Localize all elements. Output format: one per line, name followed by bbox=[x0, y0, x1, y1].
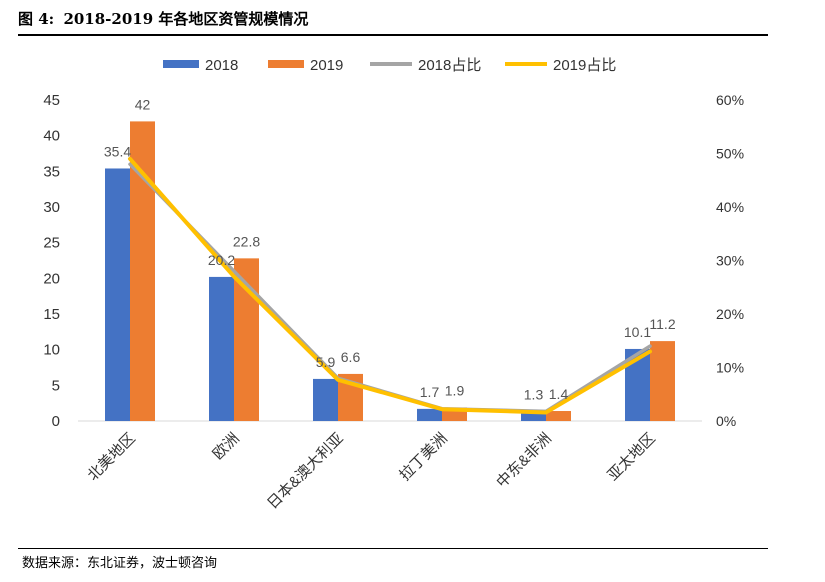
data-label-2018-4: 1.3 bbox=[524, 387, 544, 403]
y-tick-label: 45 bbox=[43, 92, 60, 109]
bar-2018-1 bbox=[209, 276, 234, 421]
y2-tick-label: 10% bbox=[716, 360, 744, 376]
x-tick-label: 欧洲 bbox=[210, 430, 243, 463]
line-2018占比 bbox=[128, 162, 652, 414]
figure-label: 图 4: bbox=[18, 10, 55, 28]
data-label-2019-3: 1.9 bbox=[445, 382, 465, 398]
y-tick-label: 35 bbox=[43, 163, 60, 180]
y-tick-label: 10 bbox=[43, 342, 60, 359]
top-rule bbox=[18, 34, 768, 36]
figure-title: 图 4: 2018-2019 年各地区资管规模情况 bbox=[18, 8, 312, 29]
data-label-2018-2: 5.9 bbox=[316, 354, 336, 370]
legend-label-2019占比: 2019占比 bbox=[553, 57, 616, 74]
bar-2018-4 bbox=[521, 411, 546, 421]
y2-tick-label: 0% bbox=[716, 413, 736, 429]
y-tick-label: 0 bbox=[52, 413, 60, 430]
legend-label-2018占比: 2018占比 bbox=[418, 57, 481, 74]
data-label-2019-1: 22.8 bbox=[233, 233, 260, 249]
figure-title-text: 2018-2019 年各地区资管规模情况 bbox=[63, 10, 309, 28]
bottom-rule bbox=[18, 548, 768, 549]
y2-tick-label: 60% bbox=[716, 92, 744, 108]
data-label-2019-0: 42 bbox=[135, 96, 151, 112]
y2-tick-label: 20% bbox=[716, 306, 744, 322]
data-label-2018-1: 20.2 bbox=[208, 252, 235, 268]
legend-swatch-2018 bbox=[163, 60, 199, 68]
bar-2019-4 bbox=[546, 411, 571, 421]
legend-swatch-2019 bbox=[268, 60, 304, 68]
x-tick-label: 日本&澳大利亚 bbox=[264, 430, 347, 513]
y2-tick-label: 30% bbox=[716, 253, 744, 269]
x-tick-label: 亚太地区 bbox=[604, 430, 658, 484]
data-label-2019-5: 11.2 bbox=[649, 316, 675, 332]
data-label-2019-4: 1.4 bbox=[549, 386, 569, 402]
data-label-2018-5: 10.1 bbox=[624, 324, 651, 340]
y-tick-label: 25 bbox=[43, 235, 60, 252]
y2-tick-label: 40% bbox=[716, 199, 744, 215]
y-tick-label: 40 bbox=[43, 128, 60, 145]
x-tick-label: 拉丁美洲 bbox=[396, 430, 450, 484]
y-tick-label: 20 bbox=[43, 270, 60, 287]
bar-2018-3 bbox=[417, 408, 442, 421]
y-tick-label: 5 bbox=[52, 377, 60, 394]
data-label-2018-0: 35.4 bbox=[104, 143, 131, 159]
data-label-2019-2: 6.6 bbox=[341, 349, 361, 365]
bar-2019-5 bbox=[650, 341, 675, 421]
line-2019占比 bbox=[128, 156, 652, 415]
y2-tick-label: 50% bbox=[716, 146, 744, 162]
y-tick-label: 15 bbox=[43, 306, 60, 323]
bar-2018-2 bbox=[313, 378, 338, 421]
x-tick-label: 北美地区 bbox=[84, 430, 138, 484]
source-note: 数据来源：东北证券，波士顿咨询 bbox=[22, 556, 218, 571]
legend-label-2018: 2018 bbox=[205, 57, 238, 74]
bar-2018-0 bbox=[105, 168, 130, 421]
x-tick-label: 中东&非洲 bbox=[493, 430, 555, 492]
legend-label-2019: 2019 bbox=[310, 57, 343, 74]
y-tick-label: 30 bbox=[43, 199, 60, 216]
data-label-2018-3: 1.7 bbox=[420, 384, 440, 400]
